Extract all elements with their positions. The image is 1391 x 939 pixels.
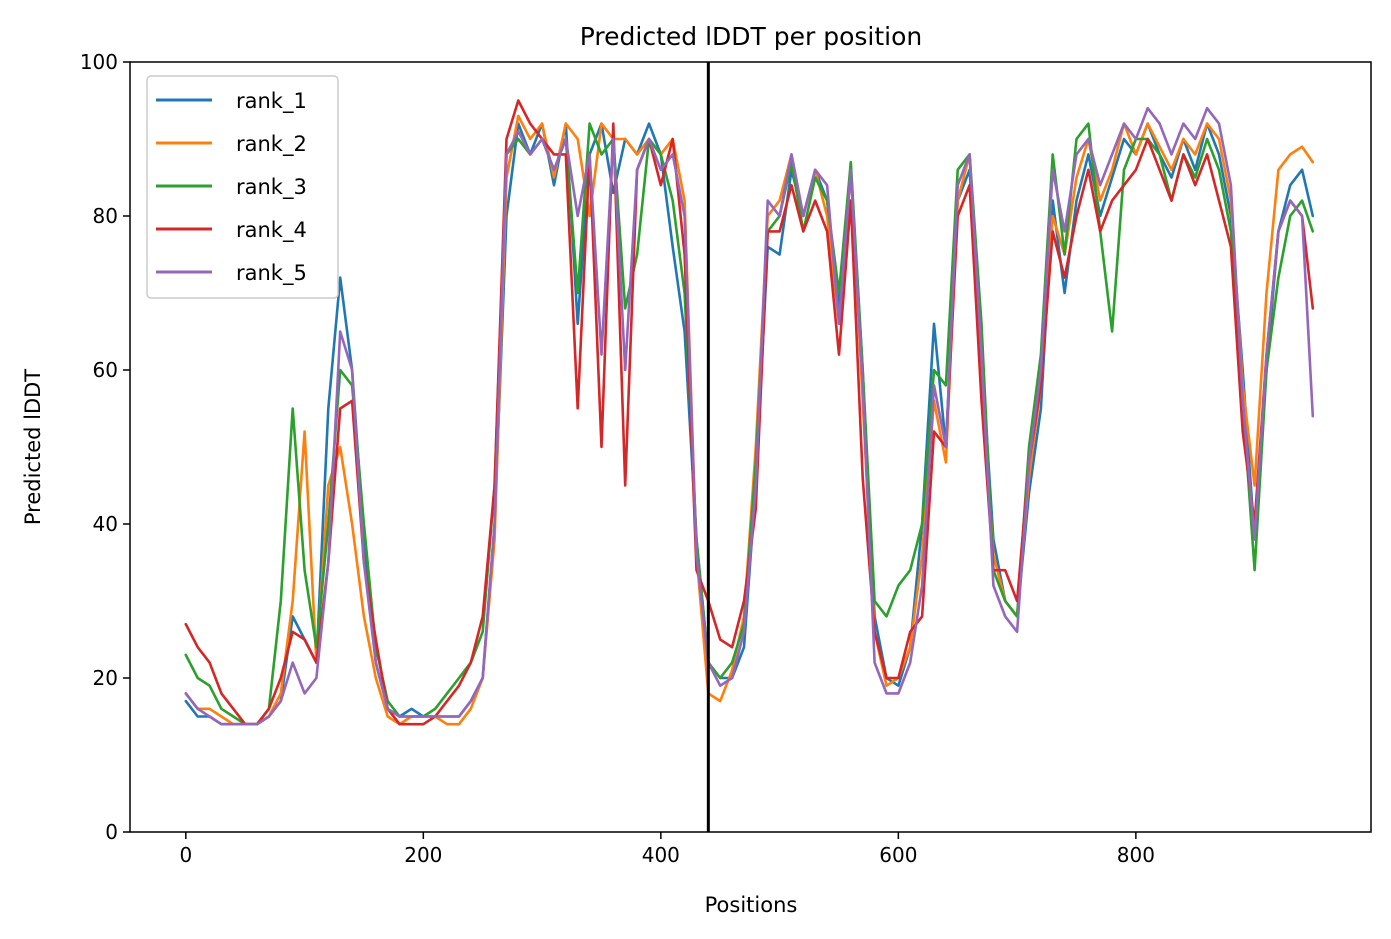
y-tick-label: 80 bbox=[93, 204, 118, 228]
y-tick-label: 60 bbox=[93, 358, 118, 382]
y-tick-label: 100 bbox=[80, 50, 118, 74]
plot-area-frame bbox=[129, 61, 1372, 833]
x-tick-label: 0 bbox=[179, 843, 192, 867]
y-tick-label: 20 bbox=[93, 666, 118, 690]
x-axis-title: Positions bbox=[705, 893, 798, 917]
series-line-rank-5 bbox=[184, 106, 1315, 726]
x-tick-label: 400 bbox=[642, 843, 680, 867]
x-tick-label: 600 bbox=[879, 843, 917, 867]
legend-box bbox=[146, 75, 339, 299]
y-axis: 0 20 40 60 80 100 bbox=[80, 50, 130, 844]
series-layer bbox=[184, 99, 1315, 726]
legend-label-rank-1: rank_1 bbox=[236, 89, 307, 114]
x-tick-label: 800 bbox=[1117, 843, 1155, 867]
y-tick-label: 0 bbox=[105, 820, 118, 844]
legend-label-rank-3: rank_3 bbox=[236, 175, 307, 200]
legend-label-rank-2: rank_2 bbox=[236, 132, 307, 157]
x-tick-label: 200 bbox=[404, 843, 442, 867]
legend-label-rank-4: rank_4 bbox=[236, 218, 307, 243]
chart-title: Predicted lDDT per position bbox=[580, 22, 922, 51]
x-axis: 0 200 400 600 800 bbox=[179, 832, 1155, 867]
legend: rank_1 rank_2 rank_3 rank_4 rank_5 bbox=[146, 75, 339, 299]
y-tick-label: 40 bbox=[93, 512, 118, 536]
y-axis-title: Predicted lDDT bbox=[21, 369, 45, 525]
legend-label-rank-5: rank_5 bbox=[236, 261, 307, 286]
